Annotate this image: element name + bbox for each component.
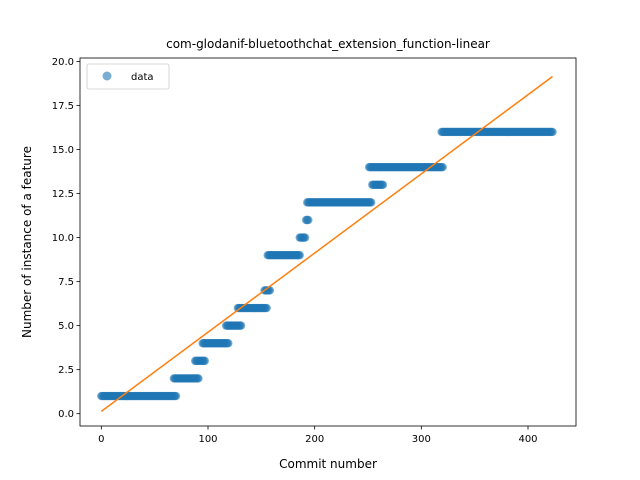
plot-area: [97, 75, 557, 412]
data-point: [367, 198, 376, 207]
chart-title: com-glodanif-bluetoothchat_extension_fun…: [166, 37, 490, 51]
data-point: [265, 286, 275, 295]
data-point: [236, 321, 246, 330]
y-tick-label: 12.5: [52, 189, 74, 200]
y-tick-label: 0.0: [58, 409, 74, 420]
data-point: [548, 127, 557, 137]
x-tick-label: 200: [305, 434, 324, 445]
data-point: [224, 339, 233, 348]
data-point: [295, 251, 304, 260]
data-point: [438, 162, 447, 172]
data-point: [378, 180, 388, 189]
data-point: [262, 303, 271, 313]
data-point: [171, 391, 181, 401]
x-tick-label: 100: [198, 434, 217, 445]
y-axis-label: Number of instance of a feature: [20, 146, 34, 338]
y-tick-label: 2.5: [58, 365, 74, 376]
x-axis-label: Commit number: [279, 457, 377, 471]
y-axis: 0.0 2.5 5.0 7.5 10.0 12.5 15.0 17.5 20.0: [52, 57, 80, 420]
legend-box: [86, 63, 170, 90]
y-tick-label: 5.0: [58, 321, 74, 332]
y-tick-label: 20.0: [52, 57, 74, 68]
y-tick-label: 17.5: [52, 101, 74, 112]
legend-marker: [102, 71, 112, 81]
fit-line: [100, 75, 553, 412]
y-tick-label: 7.5: [58, 277, 74, 288]
x-axis: 0 100 200 300 400: [98, 426, 538, 445]
data-point: [300, 233, 310, 242]
data-point: [194, 374, 203, 383]
legend: data: [86, 63, 170, 90]
plot-frame: [79, 57, 577, 427]
y-tick-label: 15.0: [52, 145, 74, 156]
data-point: [304, 215, 313, 225]
x-tick-label: 400: [518, 434, 537, 445]
y-tick-label: 10.0: [52, 233, 74, 244]
legend-label: data: [131, 72, 154, 83]
x-tick-label: 0: [98, 434, 104, 445]
data-point: [200, 356, 209, 366]
x-tick-label: 300: [412, 434, 431, 445]
